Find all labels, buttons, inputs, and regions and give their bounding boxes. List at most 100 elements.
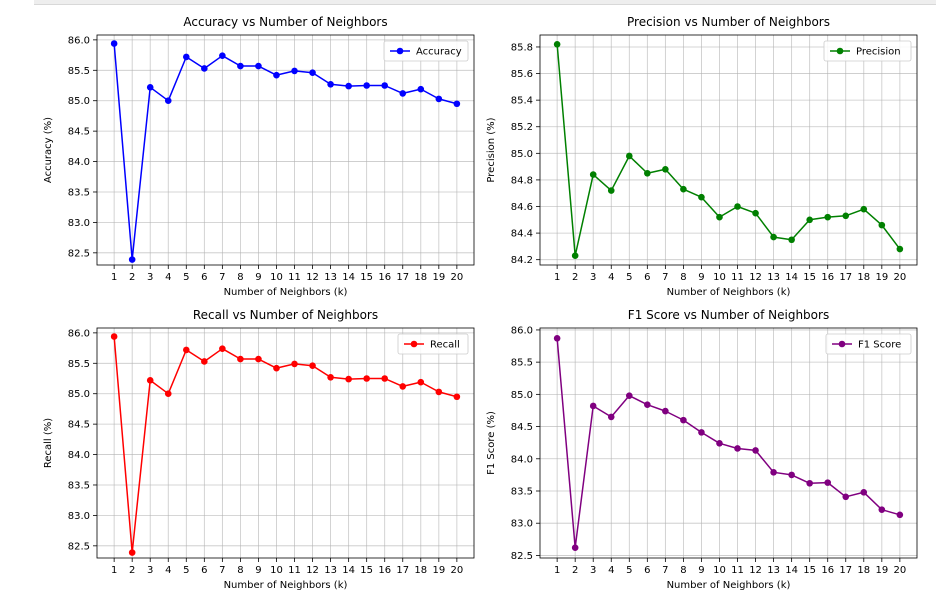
x-tick-label: 12: [749, 272, 762, 283]
x-tick-label: 2: [572, 565, 578, 576]
data-point: [453, 100, 461, 108]
data-point: [625, 392, 633, 399]
legend-marker: [838, 340, 846, 348]
x-tick-label: 15: [360, 565, 373, 576]
chart-title: Accuracy vs Number of Neighbors: [183, 15, 387, 29]
x-tick-label: 9: [255, 565, 261, 576]
x-tick-label: 10: [713, 272, 726, 283]
x-tick-label: 17: [396, 272, 409, 283]
data-point: [201, 358, 208, 365]
y-tick-label: 82.5: [511, 551, 533, 562]
x-tick-label: 3: [147, 565, 153, 576]
x-tick-label: 1: [554, 565, 560, 576]
x-tick-label: 12: [306, 565, 319, 576]
data-point: [273, 364, 280, 372]
data-point: [607, 413, 615, 421]
data-point: [860, 488, 868, 496]
y-tick-label: 85.0: [511, 149, 533, 160]
data-point: [842, 493, 850, 501]
y-tick-label: 84.8: [511, 175, 533, 186]
y-tick-label: 84.6: [511, 202, 533, 213]
y-tick-label: 83.5: [68, 187, 90, 198]
x-tick-label: 4: [608, 565, 614, 576]
y-tick-label: 84.4: [511, 229, 533, 240]
x-tick-label: 13: [767, 272, 780, 283]
y-tick-label: 86.0: [68, 35, 90, 46]
grid-lines: [540, 35, 917, 265]
series-line: [113, 43, 458, 261]
data-point: [363, 375, 370, 382]
x-tick-label: 10: [713, 565, 726, 576]
x-tick-label: 14: [342, 565, 355, 576]
legend-box: [383, 40, 469, 62]
x-tick-label: 5: [626, 272, 632, 283]
data-point: [896, 511, 904, 519]
y-axis-label: Precision (%): [486, 117, 497, 182]
x-tick-label: 6: [644, 272, 650, 283]
legend-box: [823, 40, 912, 62]
x-tick-label: 11: [731, 272, 744, 283]
x-tick-label: 19: [432, 565, 445, 576]
data-point: [201, 65, 208, 72]
x-tick-label: 19: [432, 272, 445, 283]
data-point: [752, 447, 759, 454]
x-tick-label: 16: [378, 565, 391, 576]
data-point: [788, 471, 795, 479]
x-tick-label: 6: [201, 272, 207, 283]
legend-label: Recall: [430, 340, 460, 351]
x-tick-label: 3: [590, 565, 596, 576]
x-tick-label: 7: [219, 272, 225, 283]
x-tick-label: 7: [219, 565, 225, 576]
window-top-strip: [34, 0, 936, 5]
x-tick-label: 2: [129, 272, 135, 283]
data-point: [842, 212, 850, 220]
legend: Recall: [397, 333, 469, 355]
x-tick-label: 15: [360, 272, 373, 283]
data-point: [237, 355, 244, 363]
x-tick-label: 6: [644, 565, 650, 576]
x-tick-label: 9: [255, 272, 261, 283]
legend-label: Accuracy: [416, 47, 462, 58]
chart-panel-1: 1 2 3 4 5 6 7 8 9 10 11 12 13 14 15 16 17 18 19 2082.583.08…: [43, 15, 475, 298]
y-axis-label: Recall (%): [43, 418, 54, 468]
chart-panel-4: 1 2 3 4 5 6 7 8 9 10 11 12 13 14 15 16 17 18 19 2082.583.08…: [486, 308, 918, 591]
x-tick-label: 11: [288, 272, 301, 283]
x-tick-label: 18: [414, 272, 427, 283]
x-tick-label: 13: [767, 565, 780, 576]
data-point: [435, 388, 443, 396]
x-tick-label: 20: [450, 565, 463, 576]
x-tick-label: 16: [821, 565, 834, 576]
chart-panel-3: 1 2 3 4 5 6 7 8 9 10 11 12 13 14 15 16 17 18 19 2082.583.08…: [43, 308, 475, 591]
x-tick-label: 7: [662, 272, 668, 283]
y-tick-label: 85.0: [68, 96, 90, 107]
x-tick-label: 12: [306, 272, 319, 283]
y-tick-label: 85.4: [511, 96, 533, 107]
y-tick-label: 83.0: [68, 218, 90, 229]
y-tick-label: 85.2: [511, 122, 533, 133]
data-point: [182, 53, 190, 61]
legend: Precision: [823, 40, 912, 62]
x-tick-label: 4: [165, 272, 171, 283]
y-tick-label: 85.0: [68, 389, 90, 400]
y-tick-label: 84.5: [68, 127, 90, 138]
legend-marker: [836, 47, 844, 55]
data-point: [589, 402, 597, 410]
y-tick-label: 84.5: [68, 420, 90, 431]
chart-title: F1 Score vs Number of Neighbors: [628, 308, 829, 322]
data-point: [734, 445, 741, 452]
data-point: [435, 95, 443, 103]
data-point: [164, 390, 172, 398]
x-tick-label: 15: [803, 272, 816, 283]
y-tick-label: 85.5: [68, 359, 90, 370]
y-tick-label: 85.6: [511, 69, 533, 80]
data-point: [128, 549, 136, 556]
x-tick-label: 8: [237, 565, 243, 576]
data-point: [644, 169, 651, 177]
data-point: [381, 375, 389, 382]
legend-box: [397, 333, 469, 355]
legend-marker: [396, 47, 404, 55]
x-tick-label: 3: [147, 272, 153, 283]
legend-marker: [410, 340, 418, 348]
data-point: [752, 209, 759, 217]
series-line: [556, 338, 901, 549]
